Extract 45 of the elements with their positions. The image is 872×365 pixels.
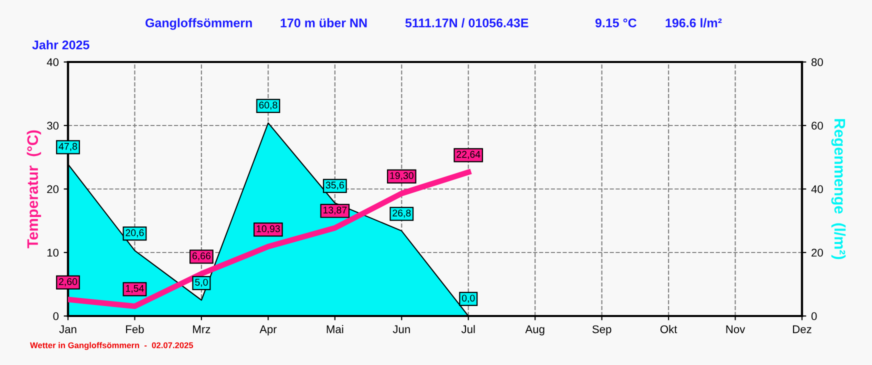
y-tick-label: 20	[47, 185, 59, 194]
text: Wetter in Gangloffsömmern - 02.07.2025	[30, 342, 194, 350]
y2-axis-title: Regenmenge (l/m²)	[831, 119, 846, 260]
x-tick-label: Nov	[726, 325, 746, 334]
data-label: 1,54	[126, 285, 144, 293]
y-tick-label: 30	[47, 122, 59, 130]
x-tick-label: Mrz	[193, 325, 210, 334]
data-label: 19,30	[390, 172, 414, 180]
chart-subtitle: Jahr 2025	[32, 40, 90, 50]
text: 196.6 l/m²	[666, 18, 722, 28]
data-label: 0,0	[462, 294, 475, 303]
y-tick-label: 40	[46, 58, 59, 66]
chart-title: Gangloffsömmern	[146, 18, 252, 30]
text: 5111.17N / 01056.43E	[405, 18, 528, 28]
y2-tick-label: 60	[812, 122, 823, 130]
x-tick-label: Jun	[392, 325, 410, 334]
x-tick-label: Jan	[59, 325, 76, 334]
data-label: 2,60	[59, 278, 78, 286]
text: 9.15 °C	[595, 18, 636, 28]
data-label: 5,0	[195, 278, 208, 287]
x-tick-label: Feb	[126, 325, 144, 334]
text: 170 m über NN	[280, 18, 367, 28]
x-tick-label: Sep	[592, 325, 612, 336]
y-axis-title: Temperatur (°C)	[26, 130, 42, 248]
data-label: 47,8	[58, 142, 78, 151]
data-label: 20,6	[126, 229, 144, 238]
x-tick-label: Mai	[326, 325, 344, 334]
data-label: 6,66	[192, 252, 210, 260]
data-label: 10,93	[256, 225, 280, 234]
y-tick-label: 0	[53, 312, 59, 320]
data-label: 22,64	[456, 150, 480, 159]
data-label: 13,87	[323, 206, 347, 215]
data-label: 35,6	[326, 182, 344, 190]
y-tick-label: 10	[47, 248, 59, 257]
x-tick-label: Okt	[660, 325, 678, 334]
data-label: 60,8	[259, 102, 278, 110]
x-tick-label: Dez	[793, 325, 812, 334]
x-tick-label: Jul	[461, 325, 475, 334]
data-label: 26,8	[392, 210, 411, 218]
y2-tick-label: 0	[811, 312, 817, 320]
x-tick-label: Aug	[525, 325, 544, 336]
y2-tick-label: 80	[812, 58, 823, 66]
y2-tick-label: 20	[812, 248, 823, 257]
y2-tick-label: 40	[811, 185, 823, 194]
x-tick-label: Apr	[260, 325, 277, 336]
